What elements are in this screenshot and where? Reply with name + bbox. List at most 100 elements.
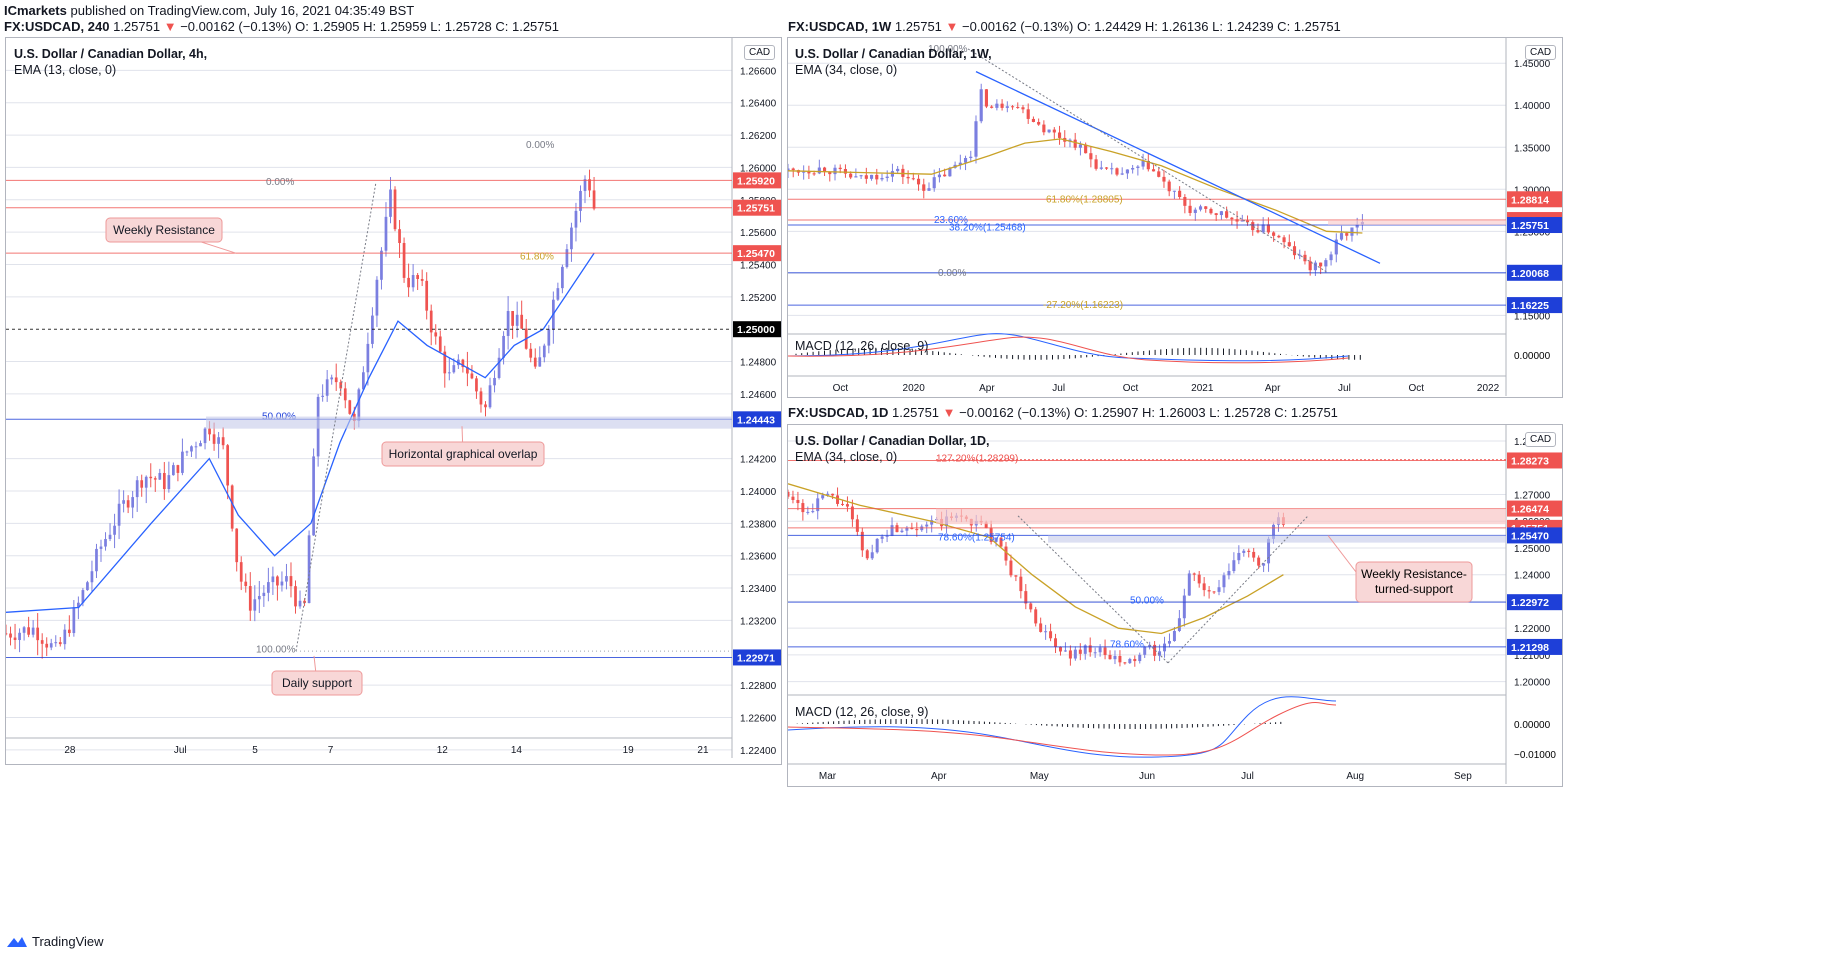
x-tick-label: Jul: [174, 745, 187, 756]
y-tick-label: 1.23200: [740, 616, 777, 627]
candle-body: [1157, 171, 1161, 177]
currency-tag: CAD: [1525, 432, 1557, 447]
down-arrow-icon: ▼: [942, 405, 956, 420]
candle-body: [1209, 208, 1213, 214]
price-tag-label: 1.22972: [1511, 597, 1549, 609]
candle-body: [1230, 217, 1234, 220]
chart-panel-weekly[interactable]: 1.450001.400001.350001.300001.250001.200…: [787, 37, 1563, 398]
price-tag: [733, 245, 781, 262]
candle-body: [854, 176, 858, 178]
candle-body: [126, 500, 130, 508]
candle-body: [1308, 261, 1312, 271]
price-tag-label: 1.22971: [737, 652, 775, 664]
candle-body: [1146, 160, 1150, 170]
price-tag-label: 1.24443: [737, 414, 775, 426]
callout-box: [381, 441, 545, 467]
y-tick-label: 1.30000: [1514, 185, 1551, 196]
y-tick-label: 1.24000: [1514, 571, 1551, 582]
candle-body: [833, 167, 837, 175]
chart-svg-weekly[interactable]: 1.450001.400001.350001.300001.250001.200…: [788, 38, 1563, 398]
candle-body: [890, 525, 894, 536]
candle-body: [113, 525, 116, 535]
candle-body: [845, 504, 849, 507]
left-change: −0.00162 (−0.13%): [180, 19, 292, 34]
candle-body: [1183, 197, 1187, 206]
candle-body: [31, 627, 35, 635]
candle-body: [45, 643, 49, 648]
footer-brand-text: TradingView: [32, 934, 104, 949]
tr-last-price: 1.25751: [894, 19, 942, 34]
macd-line: [788, 696, 1337, 758]
candle-body: [294, 586, 297, 607]
price-tag-label: 1.28814: [1511, 194, 1549, 206]
chart-svg-daily[interactable]: 1.290001.270001.260001.250001.240001.230…: [788, 425, 1563, 787]
candle-body: [339, 382, 343, 389]
candle-body: [1313, 262, 1317, 271]
candle-body: [906, 176, 910, 179]
candle-body: [49, 643, 53, 648]
y-tick-label: 1.24000: [740, 487, 777, 498]
candle-body: [1182, 595, 1186, 619]
candle-body: [86, 582, 89, 591]
price-tag-label: 1.28273: [1511, 455, 1549, 467]
candle-body: [63, 629, 67, 645]
candle-body: [1078, 144, 1082, 148]
fib-label: 127.20%(1.28299): [936, 453, 1018, 464]
price-tag-label: 1.25470: [737, 248, 775, 260]
title-daily: U.S. Dollar / Canadian Dollar, 1D,: [795, 434, 990, 448]
candle-body: [529, 348, 533, 358]
y-tick-label: 1.26600: [740, 66, 777, 77]
candle-body: [366, 343, 370, 373]
macd-line: [788, 333, 1349, 362]
chart-svg-4h[interactable]: 1.266001.264001.262001.260001.258001.256…: [6, 38, 782, 765]
chart-panel-daily[interactable]: 1.290001.270001.260001.250001.240001.230…: [787, 424, 1563, 787]
candle-body: [1153, 644, 1157, 656]
x-tick-label: 2020: [903, 383, 926, 394]
candle-body: [253, 599, 257, 611]
left-symbol-line: FX:USDCAD, 240 1.25751 ▼ −0.00162 (−0.13…: [4, 19, 559, 34]
candle-body: [583, 179, 587, 191]
x-tick-label: Apr: [931, 771, 947, 782]
candle-body: [1167, 181, 1171, 192]
br-change: −0.00162 (−0.13%): [959, 405, 1071, 420]
y-tick-label: 1.22000: [1514, 624, 1551, 635]
candle-body: [807, 171, 811, 174]
candle-body: [1024, 591, 1028, 604]
candle-body: [72, 607, 76, 634]
y-tick-label: 1.15000: [1514, 311, 1551, 322]
candle-body: [880, 536, 884, 539]
candle-body: [565, 249, 569, 267]
br-last-price: 1.25751: [892, 405, 940, 420]
candle-body: [1329, 254, 1333, 261]
candle-body: [1009, 560, 1013, 576]
candle-body: [117, 503, 121, 526]
candle-body: [520, 314, 524, 329]
candle-body: [896, 168, 900, 172]
fib-label: 61.80%(1.28805): [1046, 194, 1123, 205]
candle-body: [506, 311, 510, 336]
br-symbol-line: FX:USDCAD, 1D 1.25751 ▼ −0.00162 (−0.13%…: [788, 405, 1338, 420]
x-tick-label: Sep: [1454, 771, 1472, 782]
indicator-daily: EMA (34, close, 0): [795, 450, 898, 464]
price-tag: [733, 649, 781, 666]
ema-line: [788, 483, 1284, 635]
candle-body: [979, 89, 983, 122]
candle-body: [1047, 129, 1051, 133]
title-weekly: U.S. Dollar / Canadian Dollar, 1W,: [795, 47, 992, 61]
candle-body: [1141, 160, 1145, 167]
x-tick-label: 14: [511, 745, 523, 756]
candle-body: [239, 562, 243, 582]
candle-body: [144, 476, 148, 488]
candle-body: [443, 351, 447, 374]
y-tick-label: 1.24600: [740, 390, 777, 401]
candle-body: [999, 537, 1003, 547]
y-tick-label: 1.23600: [740, 552, 777, 563]
candle-body: [1093, 652, 1097, 654]
candle-body: [822, 167, 827, 173]
candle-body: [984, 522, 988, 529]
footer-brand[interactable]: TradingView: [6, 934, 104, 949]
left-ohlc: O: 1.25905 H: 1.25959 L: 1.25728 C: 1.25…: [295, 19, 559, 34]
callout-box: [271, 670, 363, 696]
candle-body: [1282, 237, 1286, 243]
chart-panel-4h[interactable]: 1.266001.264001.262001.260001.258001.256…: [5, 37, 782, 765]
